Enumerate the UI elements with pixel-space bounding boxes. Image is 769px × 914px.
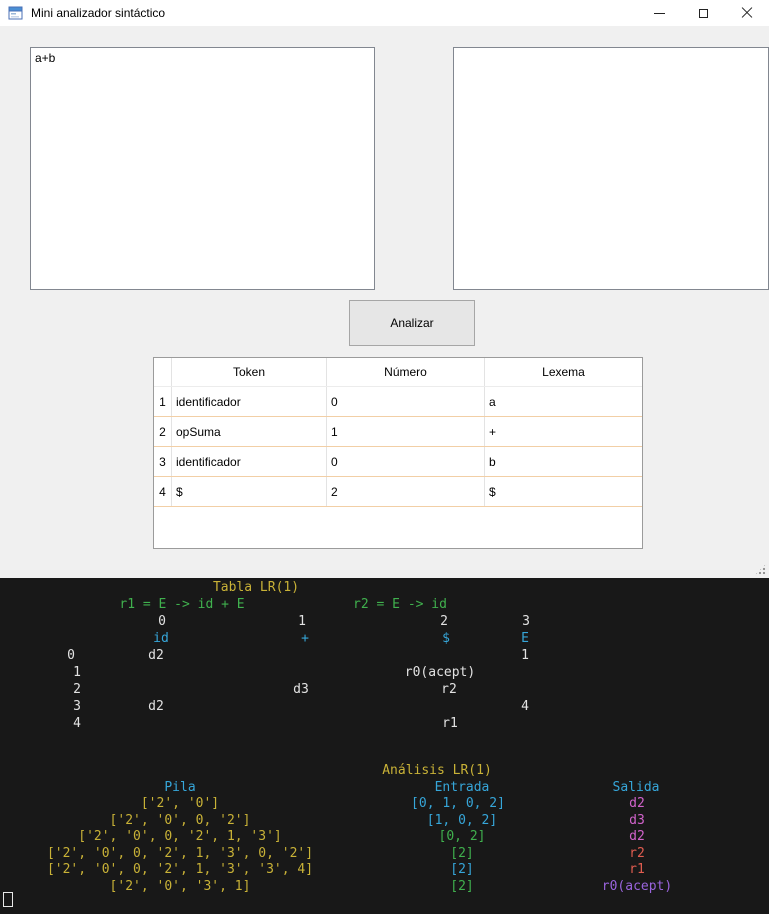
row-number: 1 (154, 387, 172, 416)
cell-token: identificador (172, 387, 327, 416)
app-icon (8, 5, 24, 21)
console-text: ['2', '0', '3', 1] (109, 879, 251, 894)
terminal-console: Tabla LR(1) r1 = E -> id + E r2 = E -> id 0… (0, 578, 769, 914)
column-header-numero[interactable]: Número (327, 358, 485, 386)
minimize-button[interactable] (637, 0, 681, 26)
cell-token: $ (172, 477, 327, 506)
console-text: r1 (629, 862, 645, 877)
console-text: 1 (521, 648, 529, 663)
console-text: Salida (612, 780, 660, 795)
console-text: [2] (450, 862, 474, 877)
console-text: r2 (441, 682, 457, 697)
analizar-button[interactable]: Analizar (349, 300, 475, 346)
console-text: 2 (73, 682, 81, 697)
token-table: Token Número Lexema 1 identificador 0 a … (153, 357, 643, 549)
cell-lexema: a (489, 394, 496, 409)
console-text: $ (442, 631, 450, 646)
console-text: ['2', '0', 0, '2', 1, '3', '3', 4] (46, 862, 314, 877)
console-text: d2 (148, 648, 164, 663)
console-text: r0(acept) (601, 879, 673, 894)
console-text: Tabla LR(1) (212, 580, 300, 595)
row-number: 4 (154, 477, 172, 506)
title-bar[interactable]: Mini analizador sintáctico (0, 0, 769, 26)
row-number: 3 (154, 447, 172, 476)
console-text: 3 (73, 699, 81, 714)
row-number: 2 (154, 417, 172, 446)
console-text: r2 = E -> id (353, 597, 447, 612)
table-row[interactable]: 3 identificador 0 b (154, 447, 642, 477)
console-text: r1 = E -> id + E (119, 597, 245, 612)
cell-token: opSuma (172, 417, 327, 446)
console-text: + (301, 631, 309, 646)
console-text: d2 (629, 796, 645, 811)
console-text: 1 (298, 614, 306, 629)
cell-lexema: $ (489, 484, 496, 499)
close-button[interactable] (725, 0, 769, 26)
console-text: 4 (73, 716, 81, 731)
maximize-icon (698, 8, 708, 18)
console-text: id (153, 631, 169, 646)
window-controls (637, 0, 769, 26)
token-table-header: Token Número Lexema (154, 358, 642, 387)
cell-token: identificador (172, 447, 327, 476)
close-icon (741, 7, 753, 19)
column-header-token[interactable]: Token (172, 358, 327, 386)
console-text: r2 (629, 846, 645, 861)
table-row[interactable]: 1 identificador 0 a (154, 387, 642, 417)
window-title: Mini analizador sintáctico (31, 6, 166, 20)
minimize-icon (653, 12, 665, 14)
console-text: [2] (450, 846, 474, 861)
console-text: 2 (440, 614, 448, 629)
console-text: 0 (67, 648, 75, 663)
cell-lexema: b (489, 454, 496, 469)
source-input[interactable]: a+b (30, 47, 375, 290)
cell-numero: 0 (327, 447, 485, 476)
console-text: 3 (522, 614, 530, 629)
console-text: Análisis LR(1) (382, 763, 492, 778)
maximize-button[interactable] (681, 0, 725, 26)
console-text: [2] (450, 879, 474, 894)
console-text: ['2', '0', 0, '2', 1, '3', 0, '2'] (46, 846, 314, 861)
console-text: Entrada (434, 780, 490, 795)
table-row[interactable]: 2 opSuma 1 + (154, 417, 642, 447)
column-header-lexema[interactable]: Lexema (542, 365, 585, 379)
cell-numero: 0 (327, 387, 485, 416)
console-text: r1 (442, 716, 458, 731)
table-row[interactable]: 4 $ 2 $ (154, 477, 642, 507)
console-text: [1, 0, 2] (426, 813, 498, 828)
console-text: Pila (164, 780, 196, 795)
terminal-cursor (3, 892, 13, 907)
console-text: d3 (293, 682, 309, 697)
console-text: d2 (148, 699, 164, 714)
row-number-corner (154, 358, 172, 386)
console-text: r0(acept) (404, 665, 476, 680)
console-text: 4 (521, 699, 529, 714)
console-text: [0, 1, 0, 2] (411, 796, 505, 811)
cell-numero: 1 (327, 417, 485, 446)
console-text: 1 (73, 665, 81, 680)
resize-grip[interactable] (754, 563, 767, 576)
console-text: [0, 2] (438, 829, 486, 844)
cell-lexema: + (489, 424, 497, 439)
console-text: E (521, 631, 529, 646)
console-text: d3 (629, 813, 645, 828)
result-pane[interactable] (453, 47, 769, 290)
console-text: 0 (158, 614, 166, 629)
console-text: ['2', '0'] (140, 796, 220, 811)
console-text: d2 (629, 829, 645, 844)
console-text: ['2', '0', 0, '2'] (109, 813, 251, 828)
app-window: Mini analizador sintáctico a+b Analizar … (0, 0, 769, 578)
console-text: ['2', '0', 0, '2', 1, '3'] (78, 829, 282, 844)
cell-numero: 2 (327, 477, 485, 506)
